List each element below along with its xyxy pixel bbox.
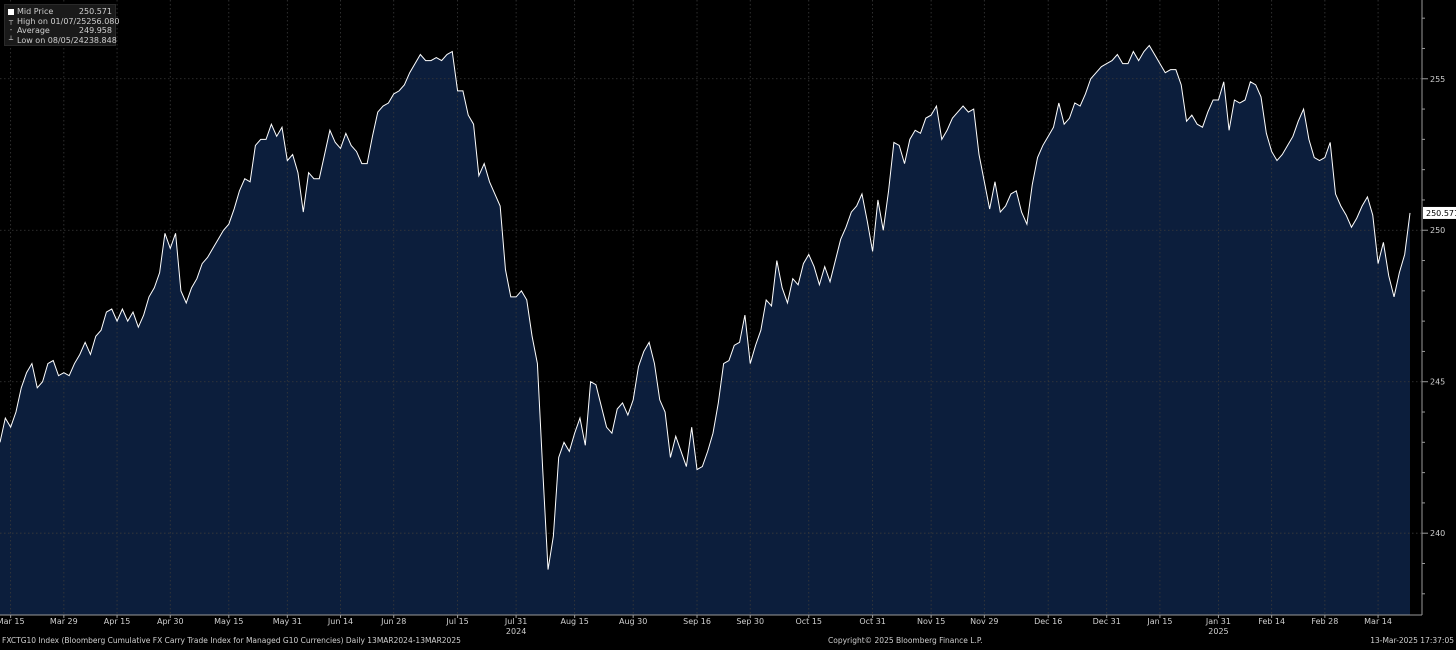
legend-label: Low on 08/05/24 xyxy=(17,35,84,45)
chart-legend: Mid Price 250.571 ┬ High on 01/07/25 256.… xyxy=(4,4,120,46)
y-tick-label: 255 xyxy=(1430,75,1445,84)
legend-value: 238.848 xyxy=(83,35,117,45)
x-tick-label: Nov 29 xyxy=(970,617,998,626)
x-tick-label: Apr 15 xyxy=(104,617,131,626)
price-area-fill xyxy=(0,45,1410,615)
x-tick-label: Jun 14 xyxy=(327,617,353,626)
legend-label: Average xyxy=(17,26,50,35)
legend-value: 256.080 xyxy=(86,16,120,26)
x-tick-label: Mar 15 xyxy=(0,617,25,626)
y-tick-label: 250 xyxy=(1430,226,1445,235)
chart-footer: FXCTG10 Index (Bloomberg Cumulative FX C… xyxy=(0,636,1456,646)
x-tick-label: Mar 14 xyxy=(1364,617,1392,626)
price-line xyxy=(0,44,1411,570)
x-tick-label: Dec 16 xyxy=(1034,617,1062,626)
last-price-tag xyxy=(1423,206,1456,219)
x-tick-label: Jun 28 xyxy=(380,617,406,626)
x-tick-label: Jul 15 xyxy=(445,617,468,626)
y-tick-label: 240 xyxy=(1430,529,1445,538)
low-marker-icon: ┴ xyxy=(8,35,14,44)
x-tick-label: Sep 30 xyxy=(736,617,764,626)
legend-row-average: - Average 249.958 xyxy=(8,26,112,36)
x-tick-label: Jan 31 xyxy=(1205,617,1231,626)
x-tick-label: Aug 30 xyxy=(619,617,647,626)
legend-row-high: ┬ High on 01/07/25 256.080 xyxy=(8,16,120,27)
x-tick-label: Nov 15 xyxy=(917,617,945,626)
year-label: 2024 xyxy=(506,627,526,636)
x-tick-label: Apr 30 xyxy=(157,617,184,626)
legend-value: 250.571 xyxy=(78,7,112,16)
x-tick-label: Mar 29 xyxy=(50,617,78,626)
timestamp: 13-Mar-2025 17:37:05 xyxy=(1370,636,1454,645)
copyright-text: Copyright© 2025 Bloomberg Finance L.P. xyxy=(828,636,983,645)
index-description: FXCTG10 Index (Bloomberg Cumulative FX C… xyxy=(2,636,461,645)
x-tick-label: Oct 31 xyxy=(859,617,886,626)
x-tick-label: Aug 15 xyxy=(560,617,588,626)
average-marker-icon: - xyxy=(9,26,13,34)
legend-value: 249.958 xyxy=(78,26,112,35)
y-tick-label: 245 xyxy=(1430,378,1445,387)
legend-row-mid-price: Mid Price 250.571 xyxy=(8,7,112,17)
legend-label: Mid Price xyxy=(17,7,54,16)
x-tick-label: Sep 16 xyxy=(683,617,711,626)
year-label: 2025 xyxy=(1208,627,1228,636)
x-tick-label: Jan 15 xyxy=(1146,617,1172,626)
legend-row-low: ┴ Low on 08/05/24 238.848 xyxy=(8,35,117,46)
legend-label: High on 01/07/25 xyxy=(17,16,87,26)
x-tick-label: Feb 14 xyxy=(1258,617,1285,626)
x-tick-label: Dec 31 xyxy=(1093,617,1121,626)
x-tick-label: Feb 28 xyxy=(1311,617,1338,626)
x-tick-label: May 15 xyxy=(214,617,243,626)
last-price-label: 250.571 xyxy=(1426,209,1456,218)
high-marker-icon: ┬ xyxy=(8,16,14,25)
x-tick-label: May 31 xyxy=(273,617,302,626)
x-tick-label: Oct 15 xyxy=(795,617,822,626)
x-tick-label: Jul 31 xyxy=(504,617,527,626)
mid-price-swatch-icon xyxy=(8,8,14,15)
